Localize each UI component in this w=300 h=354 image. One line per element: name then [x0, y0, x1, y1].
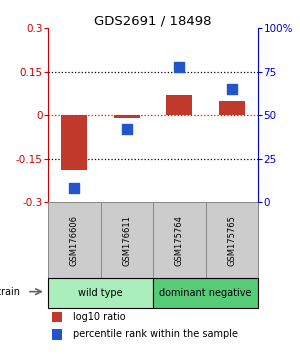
Text: dominant negative: dominant negative [159, 288, 252, 298]
Point [124, 126, 129, 132]
Text: log10 ratio: log10 ratio [73, 312, 126, 321]
Bar [153, 278, 258, 308]
Point [230, 86, 234, 92]
Title: GDS2691 / 18498: GDS2691 / 18498 [94, 14, 212, 27]
Bar [153, 202, 206, 278]
Text: percentile rank within the sample: percentile rank within the sample [73, 329, 238, 339]
Bar [206, 202, 258, 278]
Text: GSM175764: GSM175764 [175, 215, 184, 266]
Bar [52, 312, 62, 322]
Point [72, 185, 77, 191]
Text: GSM175765: GSM175765 [227, 215, 236, 266]
Text: strain: strain [0, 287, 21, 297]
Bar [48, 278, 153, 308]
Bar [166, 95, 192, 115]
Bar [219, 101, 245, 115]
Text: GSM176606: GSM176606 [70, 215, 79, 266]
Point [177, 64, 182, 69]
Text: GSM176611: GSM176611 [122, 215, 131, 266]
Bar [48, 202, 100, 278]
Bar [114, 115, 140, 118]
Bar [100, 202, 153, 278]
Bar [61, 115, 87, 170]
Bar [52, 329, 62, 340]
Text: wild type: wild type [78, 288, 123, 298]
